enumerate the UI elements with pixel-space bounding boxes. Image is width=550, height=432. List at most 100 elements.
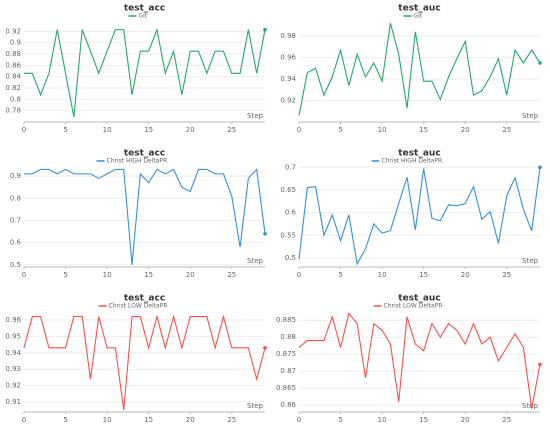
x-tick-label: 5 xyxy=(63,126,67,134)
chart-title: test_acc xyxy=(124,149,165,159)
x-tick-label: 15 xyxy=(419,416,428,424)
end-point xyxy=(538,61,542,65)
y-tick-label: 0.86 xyxy=(5,61,21,69)
y-tick-label: 0.8 xyxy=(10,95,21,103)
y-tick-label: 0.84 xyxy=(5,73,21,81)
end-point xyxy=(538,362,542,367)
chart-title: test_auc xyxy=(398,4,440,14)
x-tick-label: 10 xyxy=(103,126,112,134)
legend-label: Git xyxy=(139,13,148,20)
x-axis-label: Step xyxy=(522,402,538,410)
y-tick-label: 0.88 xyxy=(5,50,21,58)
x-axis-label: Step xyxy=(522,257,538,265)
y-tick-label: 0.86 xyxy=(280,401,296,409)
y-tick-label: 0.87 xyxy=(280,367,296,375)
y-tick-label: 0.65 xyxy=(280,186,296,194)
y-tick-label: 0.92 xyxy=(280,97,296,105)
y-tick-label: 0.98 xyxy=(280,32,296,40)
line xyxy=(298,312,541,409)
x-tick-label: 10 xyxy=(378,416,387,424)
x-tick-label: 25 xyxy=(502,271,511,279)
x-tick-label: 5 xyxy=(338,416,342,424)
x-tick-label: 15 xyxy=(144,126,153,134)
x-tick-label: 5 xyxy=(63,271,67,279)
y-tick-label: 0.96 xyxy=(280,54,296,62)
x-tick-label: 10 xyxy=(378,126,387,134)
x-axis-label: Step xyxy=(522,112,538,120)
y-tick-label: 0.8 xyxy=(10,194,21,202)
x-tick-label: 0 xyxy=(297,271,301,279)
y-tick-label: 0.93 xyxy=(5,365,21,373)
y-tick-label: 0.94 xyxy=(5,349,21,357)
x-tick-label: 20 xyxy=(461,126,470,134)
y-tick-label: 0.7 xyxy=(285,163,296,171)
y-tick-label: 0.92 xyxy=(5,382,21,390)
y-tick-label: 0.6 xyxy=(10,239,22,247)
y-tick-label: 0.88 xyxy=(280,333,296,341)
x-tick-label: 25 xyxy=(227,126,236,134)
x-tick-label: 25 xyxy=(227,416,236,424)
y-tick-label: 0.7 xyxy=(10,216,21,224)
x-axis-label: Step xyxy=(247,402,263,410)
y-tick-label: 0.885 xyxy=(276,316,296,324)
line xyxy=(24,27,266,118)
chart-title: test_acc xyxy=(124,294,165,304)
end-point xyxy=(538,165,542,170)
y-tick-label: 0.9 xyxy=(10,172,21,180)
x-tick-label: 5 xyxy=(338,126,342,134)
line xyxy=(298,23,541,116)
y-tick-label: 0.94 xyxy=(280,75,296,83)
x-tick-label: 10 xyxy=(378,271,387,279)
y-tick-label: 0.82 xyxy=(5,84,21,92)
x-tick-label: 15 xyxy=(144,271,153,279)
chart-title: test_acc xyxy=(124,4,165,14)
chart-title: test_auc xyxy=(398,294,440,304)
y-tick-label: 0.5 xyxy=(285,254,296,262)
x-tick-label: 20 xyxy=(186,271,195,279)
x-tick-label: 0 xyxy=(22,271,26,279)
x-tick-label: 0 xyxy=(22,126,26,134)
x-tick-label: 20 xyxy=(461,416,470,424)
legend-label: Christ HIGH DeltaPR xyxy=(382,158,443,165)
y-tick-label: 0.875 xyxy=(276,350,296,358)
y-tick-label: 0.9 xyxy=(10,39,21,47)
y-tick-label: 0.92 xyxy=(5,27,21,35)
y-tick-label: 0.6 xyxy=(285,209,297,217)
x-tick-label: 15 xyxy=(144,416,153,424)
legend-label: Git xyxy=(414,13,423,20)
end-point xyxy=(263,27,267,32)
line xyxy=(298,167,541,266)
x-tick-label: 0 xyxy=(297,416,301,424)
x-axis-label: Step xyxy=(247,112,263,120)
end-point xyxy=(263,346,267,350)
legend-label: Christ LOW DeltaPR xyxy=(109,303,168,310)
x-tick-label: 25 xyxy=(502,126,511,134)
end-point xyxy=(263,231,267,236)
x-tick-label: 5 xyxy=(338,271,342,279)
x-tick-label: 5 xyxy=(63,416,67,424)
y-tick-label: 0.96 xyxy=(5,316,21,324)
x-tick-label: 20 xyxy=(461,271,470,279)
legend-label: Christ LOW DeltaPR xyxy=(384,303,443,310)
x-tick-label: 0 xyxy=(22,416,26,424)
x-tick-label: 10 xyxy=(103,271,112,279)
y-tick-label: 0.55 xyxy=(280,231,296,239)
x-tick-label: 10 xyxy=(103,416,112,424)
x-tick-label: 20 xyxy=(186,416,195,424)
chart-title: test_auc xyxy=(398,149,440,159)
x-tick-label: 15 xyxy=(419,126,428,134)
y-tick-label: 0.95 xyxy=(5,332,21,340)
y-tick-label: 0.865 xyxy=(276,384,296,392)
x-tick-label: 15 xyxy=(419,271,428,279)
x-tick-label: 0 xyxy=(297,126,301,134)
line xyxy=(24,168,266,265)
y-tick-label: 0.5 xyxy=(10,261,21,269)
x-axis-label: Step xyxy=(247,257,263,265)
x-tick-label: 25 xyxy=(502,416,511,424)
legend-label: Christ HIGH DeltaPR xyxy=(107,158,168,165)
x-tick-label: 25 xyxy=(227,271,236,279)
y-tick-label: 0.78 xyxy=(5,107,21,115)
line xyxy=(23,314,266,411)
x-tick-label: 20 xyxy=(186,126,195,134)
